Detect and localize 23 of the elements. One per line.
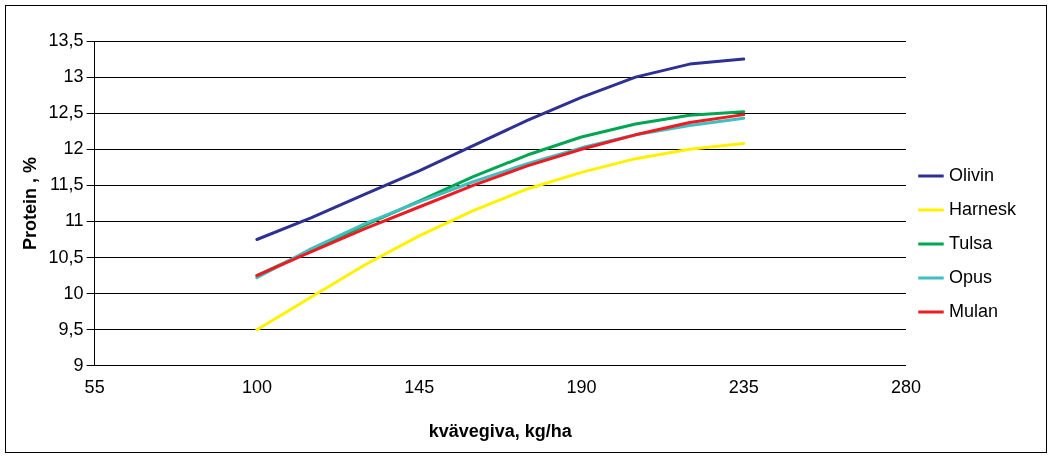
y-tick-label: 10,5 bbox=[48, 246, 84, 267]
y-tick-label: 9 bbox=[73, 354, 84, 375]
x-tick-label: 100 bbox=[241, 376, 272, 397]
legend-label: Mulan bbox=[948, 300, 999, 321]
y-tick-label: 12,5 bbox=[48, 102, 84, 123]
y-tick-label: 13 bbox=[63, 66, 84, 87]
y-tick-label: 12 bbox=[63, 138, 84, 159]
x-tick-label: 190 bbox=[566, 376, 597, 397]
x-axis-title: kvävegiva, kg/ha bbox=[428, 421, 573, 442]
legend-label: Opus bbox=[948, 266, 993, 287]
legend-label: Olivin bbox=[948, 164, 994, 185]
x-tick-label: 235 bbox=[728, 376, 759, 397]
y-axis-title: Protein , % bbox=[19, 156, 40, 250]
y-tick-label: 11 bbox=[64, 210, 84, 231]
y-tick-label: 9,5 bbox=[58, 318, 84, 339]
x-tick-label: 55 bbox=[84, 376, 105, 397]
x-tick-label: 280 bbox=[890, 376, 921, 397]
y-tick-label: 10 bbox=[63, 282, 84, 303]
legend-label: Harnesk bbox=[948, 198, 1017, 219]
legend-label: Tulsa bbox=[948, 232, 994, 253]
x-tick-label: 145 bbox=[404, 376, 435, 397]
y-tick-label: 11,5 bbox=[49, 174, 84, 195]
y-tick-label: 13,5 bbox=[48, 29, 84, 50]
